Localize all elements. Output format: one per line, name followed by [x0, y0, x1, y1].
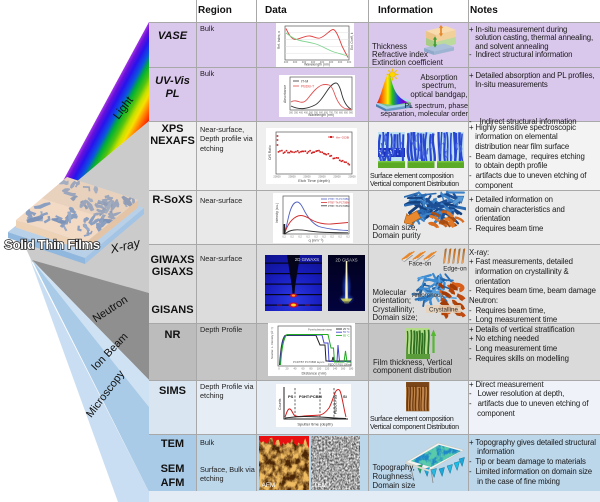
svg-text:80: 80: [310, 367, 313, 371]
svg-text:20000: 20000: [303, 175, 311, 179]
svg-text:85 °C: 85 °C: [343, 333, 350, 337]
svg-text:O/S Ratio: O/S Ratio: [268, 145, 272, 160]
svg-text:X-ray: X-ray: [108, 236, 142, 257]
svg-text:Scatter. L. Density (Å⁻²): Scatter. L. Density (Å⁻²): [269, 327, 274, 359]
svg-text:q (nm⁻¹): q (nm⁻¹): [309, 238, 325, 243]
svg-text:0: 0: [278, 367, 280, 371]
svg-text:PBDB-T: PBDB-T: [301, 85, 315, 89]
svg-text:PEDOT:PSS: PEDOT:PSS: [334, 394, 338, 414]
svg-text:20000: 20000: [288, 175, 296, 179]
svg-text:Solid Thin Films: Solid Thin Films: [4, 237, 100, 252]
svg-text:20000: 20000: [273, 175, 281, 179]
svg-text:PTB7-Th:PC70BM: PTB7-Th:PC70BM: [328, 200, 349, 204]
svg-text:0.2: 0.2: [306, 236, 310, 239]
svg-text:20: 20: [286, 367, 289, 371]
svg-text:PS: PS: [288, 394, 294, 399]
svg-text:Face-on: Face-on: [409, 261, 432, 268]
svg-text:Distance (nm): Distance (nm): [302, 371, 328, 376]
svg-text:Counts: Counts: [278, 398, 282, 410]
svg-text:350: 350: [294, 112, 299, 115]
svg-text:400: 400: [347, 60, 352, 64]
svg-text:160: 160: [341, 367, 346, 371]
svg-text:400: 400: [338, 60, 343, 64]
svg-text:0.2: 0.2: [314, 236, 318, 239]
svg-text:650: 650: [324, 112, 329, 115]
svg-text:25 °C: 25 °C: [343, 327, 350, 331]
svg-text:Si: Si: [343, 394, 347, 399]
svg-text:20000: 20000: [348, 175, 356, 179]
svg-text:40: 40: [294, 367, 297, 371]
svg-text:Ref. Index, n: Ref. Index, n: [277, 31, 281, 49]
svg-text:20000: 20000: [333, 175, 341, 179]
svg-text:0.2: 0.2: [338, 236, 342, 239]
svg-text:120: 120: [325, 367, 330, 371]
svg-text:300: 300: [289, 112, 294, 115]
svg-text:450: 450: [304, 112, 309, 115]
svg-text:PTB7-Th:PC70BM: PTB7-Th:PC70BM: [328, 204, 349, 208]
svg-text:750: 750: [334, 112, 339, 115]
svg-text:700: 700: [329, 112, 334, 115]
svg-text:Sputter time (depth): Sputter time (depth): [297, 422, 333, 427]
svg-text:Amorphous: Amorphous: [412, 292, 444, 299]
svg-text:500: 500: [309, 112, 314, 115]
svg-text:P3HT:PCBM: P3HT:PCBM: [299, 394, 323, 399]
svg-text:140: 140: [333, 367, 338, 371]
svg-text:Ar+ GCIB: Ar+ GCIB: [336, 136, 349, 140]
svg-text:2D GIWAXS: 2D GIWAXS: [295, 257, 319, 262]
svg-text:550: 550: [314, 112, 319, 115]
svg-text:55 °C: 55 °C: [343, 330, 350, 334]
svg-text:800: 800: [339, 112, 344, 115]
svg-text:Wavelength (nm): Wavelength (nm): [308, 113, 334, 117]
svg-text:400: 400: [329, 60, 334, 64]
svg-text:400: 400: [311, 60, 316, 64]
svg-text:0.2: 0.2: [298, 236, 302, 239]
svg-text:Wavelength (nm): Wavelength (nm): [304, 63, 330, 67]
svg-text:PEDOT PSS 100nm: PEDOT PSS 100nm: [328, 363, 351, 367]
svg-text:900: 900: [349, 112, 354, 115]
svg-text:Crystalline: Crystalline: [429, 307, 458, 314]
svg-text:Etch Time (depth): Etch Time (depth): [298, 178, 330, 183]
svg-text:Edge-on: Edge-on: [443, 266, 467, 273]
svg-text:400: 400: [302, 60, 307, 64]
svg-text:180: 180: [349, 367, 354, 371]
svg-text:0.2: 0.2: [322, 236, 326, 239]
svg-text:0.2: 0.2: [330, 236, 334, 239]
svg-text:IT-M: IT-M: [301, 80, 308, 84]
svg-text:100: 100: [317, 367, 322, 371]
svg-text:600: 600: [319, 112, 324, 115]
svg-text:400: 400: [293, 60, 298, 64]
svg-text:400: 400: [320, 60, 325, 64]
svg-text:Absorbance: Absorbance: [283, 85, 287, 103]
svg-text:0.2: 0.2: [346, 236, 350, 239]
svg-text:AFM: AFM: [262, 482, 276, 489]
svg-text:PTB7-Th:PC70BM: PTB7-Th:PC70BM: [328, 197, 349, 201]
svg-text:2D GISAXS: 2D GISAXS: [335, 258, 357, 263]
svg-text:0.2: 0.2: [290, 236, 294, 239]
svg-text:Pure/substrate interp: Pure/substrate interp: [308, 328, 333, 332]
svg-text:Ext. Coeff, k: Ext. Coeff, k: [350, 32, 354, 50]
svg-text:400: 400: [284, 60, 289, 64]
svg-text:20000: 20000: [318, 175, 326, 179]
svg-text:60: 60: [302, 367, 305, 371]
svg-text:0.2: 0.2: [282, 236, 286, 239]
svg-text:Intensity (a.u.): Intensity (a.u.): [275, 203, 279, 223]
svg-text:400: 400: [299, 112, 304, 115]
svg-text:850: 850: [344, 112, 349, 115]
svg-text:TEM: TEM: [314, 482, 328, 489]
svg-text:PCDTBT PC70BM layers: PCDTBT PC70BM layers: [293, 360, 325, 364]
